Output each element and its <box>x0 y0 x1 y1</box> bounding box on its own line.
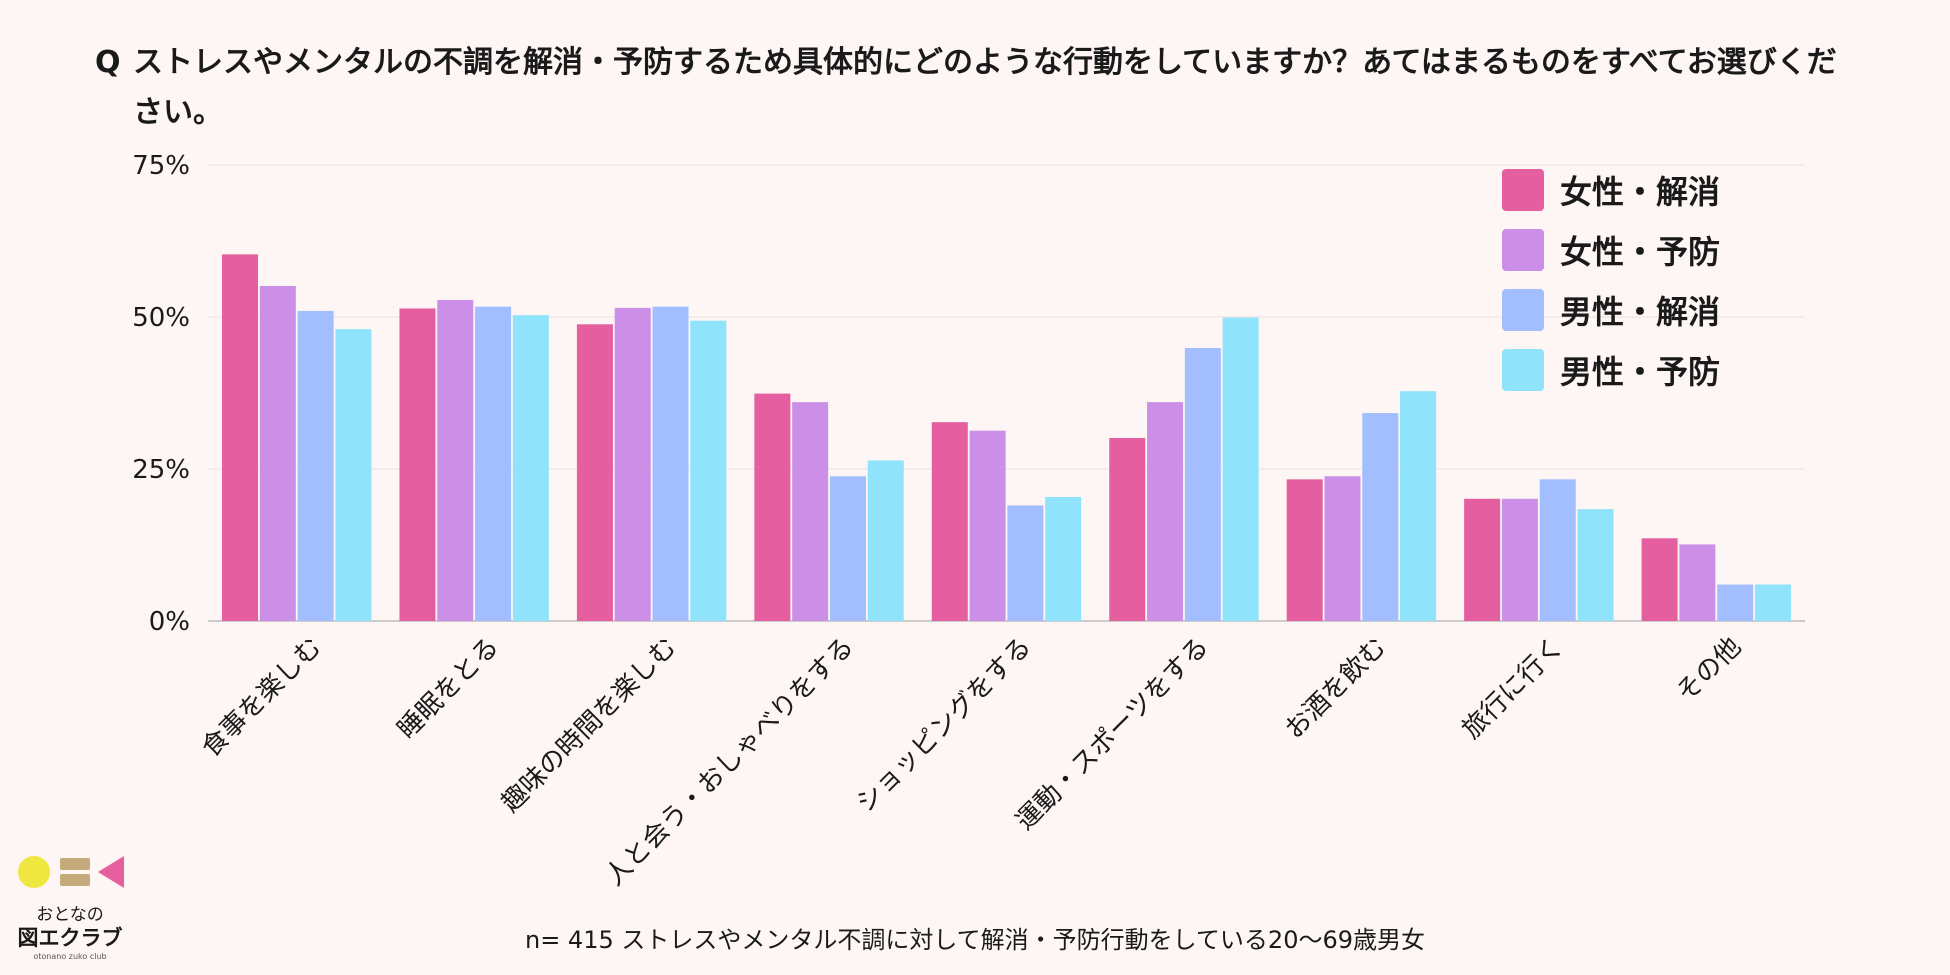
bar <box>297 310 334 621</box>
x-tick-label: 旅行に行く <box>1457 632 1570 745</box>
bar <box>867 460 904 621</box>
bar <box>1222 317 1259 621</box>
bar <box>1641 538 1678 621</box>
legend-item-female-prevent: 女性・予防 <box>1502 220 1720 280</box>
bar <box>1400 391 1437 621</box>
y-tick-label: 75% <box>132 151 190 181</box>
question-marker: Q <box>95 45 121 80</box>
x-tick-label: 食事を楽しむ <box>196 632 328 764</box>
logo-bars-icon <box>60 858 90 888</box>
legend-label: 男性・解消 <box>1560 293 1721 331</box>
legend-label: 男性・予防 <box>1560 353 1721 391</box>
bar <box>1362 413 1399 621</box>
bar-chart: 0%25%50%75%食事を楽しむ 睡眠をとる趣味の時間を楽しむ人と会う・おしゃべ… <box>132 151 1805 892</box>
legend-item-male-prevent: 男性・予防 <box>1502 340 1720 400</box>
bar <box>512 315 549 621</box>
bar <box>437 299 474 621</box>
bar <box>399 308 436 621</box>
bar <box>259 285 296 621</box>
sample-footnote: n= 415 ストレスやメンタル不調に対して解消・予防行動をしている20〜69歳… <box>524 926 1426 954</box>
bar <box>222 254 259 621</box>
bar <box>1286 479 1323 621</box>
bar <box>475 306 512 621</box>
y-tick-label: 50% <box>132 303 190 333</box>
bar <box>1717 584 1754 621</box>
bar <box>1501 498 1538 621</box>
bar <box>931 422 968 621</box>
y-tick-label: 25% <box>132 455 190 485</box>
bar <box>614 307 651 621</box>
brand-logo: おとなの 図エクラブ otonano zuko club <box>14 852 134 972</box>
bar <box>1045 496 1082 621</box>
legend-label: 女性・予防 <box>1560 233 1721 271</box>
legend-item-male-resolve: 男性・解消 <box>1502 280 1720 340</box>
x-tick-label: 運動・スポーツをする <box>1010 632 1215 837</box>
bar <box>335 329 372 621</box>
legend-swatch-female-resolve <box>1502 169 1544 211</box>
logo-circle-icon <box>18 856 50 888</box>
x-tick-label: ショッピングをする <box>851 632 1038 819</box>
bar <box>1464 498 1501 621</box>
logo-text-main: 図エクラブ <box>17 926 123 950</box>
legend-item-female-resolve: 女性・解消 <box>1502 160 1720 220</box>
bar <box>690 320 727 621</box>
bar <box>1577 509 1614 621</box>
x-tick-label: お酒を飲む <box>1279 632 1392 745</box>
bar <box>1539 479 1576 621</box>
bar <box>1324 476 1361 621</box>
legend-swatch-male-resolve <box>1502 289 1544 331</box>
bar <box>754 393 791 621</box>
logo-text-sub: otonano zuko club <box>33 952 107 961</box>
bar <box>1679 544 1716 621</box>
chart-legend: 女性・解消 女性・予防 男性・解消 男性・予防 <box>1502 160 1720 400</box>
bar <box>1109 437 1146 621</box>
bar <box>652 306 689 621</box>
x-tick-label: 睡眠をとる <box>392 632 505 745</box>
y-tick-label: 0% <box>149 607 190 637</box>
bar <box>829 476 866 621</box>
bar <box>1007 505 1044 621</box>
chart-title: Q ストレスやメンタルの不調を解消・予防するため具体的にどのような行動をしていま… <box>95 38 1855 138</box>
logo-text-top: おとなの <box>36 905 104 925</box>
x-tick-label: 趣味の時間を楽しむ <box>496 632 683 819</box>
bar <box>1147 402 1184 621</box>
bar <box>792 402 829 621</box>
question-text: ストレスやメンタルの不調を解消・予防するため具体的にどのような行動をしていますか… <box>133 45 1837 130</box>
legend-label: 女性・解消 <box>1560 173 1721 211</box>
legend-swatch-female-prevent <box>1502 229 1544 271</box>
bar <box>1184 348 1221 621</box>
x-tick-label: その他 <box>1671 632 1747 708</box>
logo-arrow-icon <box>98 856 124 888</box>
bar <box>576 324 613 621</box>
bar <box>969 430 1006 621</box>
bar <box>1754 584 1791 621</box>
legend-swatch-male-prevent <box>1502 349 1544 391</box>
